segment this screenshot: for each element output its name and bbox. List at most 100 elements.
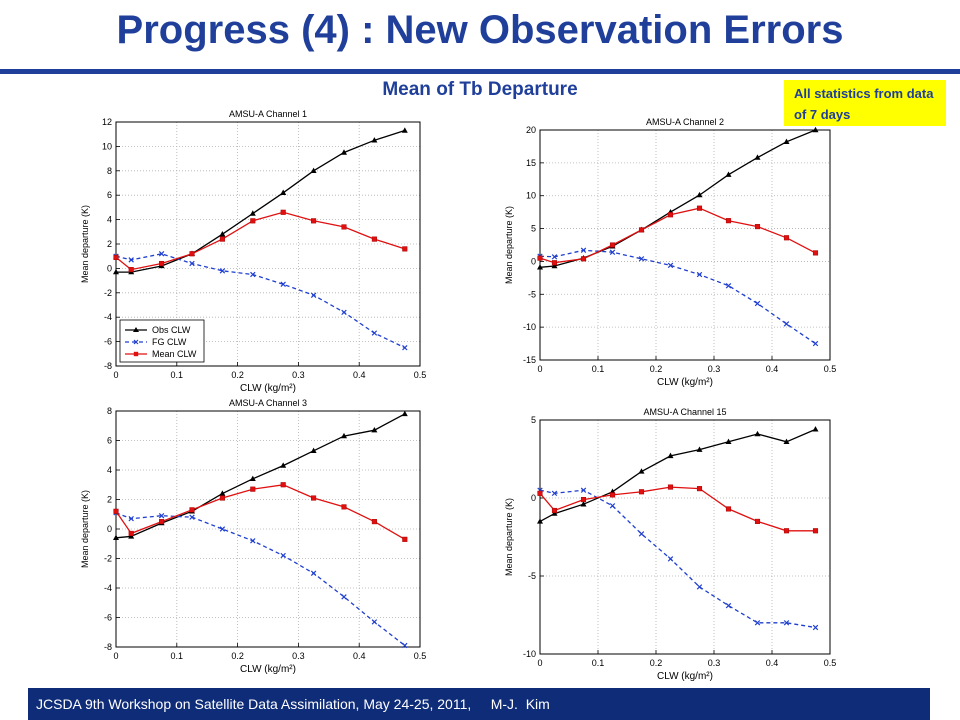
y-tick-label: 6 <box>107 436 112 446</box>
y-tick-label: 15 <box>526 158 536 168</box>
data-point-fg <box>158 251 165 257</box>
data-point-fg <box>189 260 195 267</box>
y-tick-label: 0 <box>531 256 536 266</box>
data-point-obs <box>754 154 761 160</box>
plot-frame <box>539 419 831 655</box>
data-point-fg <box>219 268 226 274</box>
x-axis-label: CLW (kg/m²) <box>240 383 296 394</box>
x-tick-label: 0.5 <box>824 658 837 668</box>
data-point-mean <box>551 507 558 514</box>
data-point-fg <box>128 515 134 522</box>
data-point-mean <box>128 267 134 273</box>
y-axis-label: Mean departure (K) <box>80 490 90 568</box>
data-point-mean <box>402 246 408 252</box>
y-tick-label: -10 <box>523 322 536 332</box>
data-point-mean <box>402 536 408 542</box>
y-tick-label: 0 <box>531 493 536 503</box>
series-line-obs-clw <box>116 129 405 273</box>
y-tick-label: 8 <box>107 406 112 416</box>
y-tick-label: -15 <box>523 355 536 365</box>
data-point-fg <box>189 514 195 520</box>
x-axis-label: CLW (kg/m²) <box>240 664 296 675</box>
footer-bar: JCSDA 9th Workshop on Satellite Data Ass… <box>28 688 930 720</box>
footer-text: JCSDA 9th Workshop on Satellite Data Ass… <box>36 696 550 712</box>
x-tick-label: 0.1 <box>592 364 605 374</box>
data-point-obs <box>696 191 703 198</box>
series-line-fg-clw <box>539 489 816 629</box>
data-point-obs <box>113 534 119 541</box>
data-point-mean <box>754 518 761 524</box>
data-point-mean <box>696 486 703 492</box>
chart-amsu-channel-3: 0 0.1 0.2 0.3 0.4 0.5 -8 -6 -4 -2 0 2 4 6 8 AMSU-A Chan… <box>80 398 426 675</box>
data-point-mean <box>189 251 195 257</box>
data-point-obs <box>341 149 347 155</box>
data-point-obs <box>371 137 378 143</box>
data-point-obs <box>551 262 558 269</box>
x-tick-label: 0.2 <box>650 364 663 374</box>
title-rule <box>0 69 960 74</box>
chart-amsu-channel-1: 0 0.1 0.2 0.3 0.4 0.5 -8 -6 -4 -2 0 2 4 6 8 10 12 AMSU-A … <box>80 109 426 394</box>
chart-amsu-channel-2: 0 0.1 0.2 0.3 0.4 0.5 -15 -10 -5 0 5 10 15 20 AMSU-A C… <box>504 117 836 388</box>
plot-frame <box>539 129 831 361</box>
x-tick-label: 0.2 <box>231 651 244 661</box>
data-point-fg <box>638 531 645 537</box>
x-tick-label: 0.2 <box>650 658 663 668</box>
data-point-fg <box>402 344 408 351</box>
y-tick-label: -5 <box>528 571 536 581</box>
data-point-mean <box>113 254 119 260</box>
legend-label: Obs CLW <box>152 325 191 335</box>
data-point-mean <box>219 236 225 242</box>
data-point-obs <box>280 189 287 195</box>
legend-marker <box>133 327 139 332</box>
data-point-mean <box>371 519 377 525</box>
data-point-mean <box>280 209 286 215</box>
slide-subtitle: Mean of Tb Departure <box>382 79 578 100</box>
data-point-fg <box>371 330 378 336</box>
y-tick-label: 12 <box>102 117 112 127</box>
data-point-mean <box>783 235 790 241</box>
x-tick-label: 0.4 <box>766 658 779 668</box>
data-point-fg <box>341 309 347 316</box>
slide-title: Progress (4) : New Observation Errors <box>116 8 844 52</box>
data-point-mean <box>113 508 119 514</box>
data-point-mean <box>159 260 165 267</box>
data-point-mean <box>537 255 543 261</box>
series-line-mean-clw <box>539 486 816 532</box>
series-line-fg-clw <box>539 249 816 345</box>
y-tick-label: 2 <box>107 239 112 249</box>
y-tick-label: 10 <box>102 141 112 151</box>
data-point-fg <box>551 490 558 497</box>
data-point-obs <box>219 490 226 496</box>
y-tick-label: -6 <box>104 613 112 623</box>
y-tick-label: -8 <box>104 642 112 652</box>
data-point-mean <box>725 218 732 224</box>
series-line-fg-clw <box>115 512 406 647</box>
chart-title: AMSU-A Channel 1 <box>229 109 307 119</box>
data-point-obs <box>219 231 226 237</box>
data-point-obs <box>754 430 761 437</box>
data-point-obs <box>667 452 674 459</box>
y-tick-label: 5 <box>531 415 536 425</box>
y-tick-label: -4 <box>104 312 112 322</box>
chart-title: AMSU-A Channel 3 <box>229 398 307 408</box>
y-tick-label: -5 <box>528 289 536 299</box>
data-point-mean <box>812 528 819 534</box>
data-point-fg <box>609 503 616 509</box>
data-point-fg <box>280 281 286 287</box>
data-point-fg <box>812 624 819 631</box>
data-point-fg <box>128 257 134 263</box>
x-tick-label: 0.4 <box>353 370 366 380</box>
data-point-mean <box>311 218 317 224</box>
data-point-fg <box>638 256 645 262</box>
data-point-fg <box>725 602 732 609</box>
x-axis-label: CLW (kg/m²) <box>657 671 713 682</box>
data-point-mean <box>609 492 616 498</box>
y-tick-label: 5 <box>531 224 536 234</box>
y-axis-label: Mean departure (K) <box>504 206 514 284</box>
x-tick-label: 0 <box>537 658 542 668</box>
x-tick-label: 0.2 <box>231 370 244 380</box>
chart-title: AMSU-A Channel 15 <box>643 407 726 417</box>
data-point-fg <box>402 642 408 649</box>
data-point-obs <box>812 426 819 432</box>
x-tick-label: 0 <box>113 370 118 380</box>
